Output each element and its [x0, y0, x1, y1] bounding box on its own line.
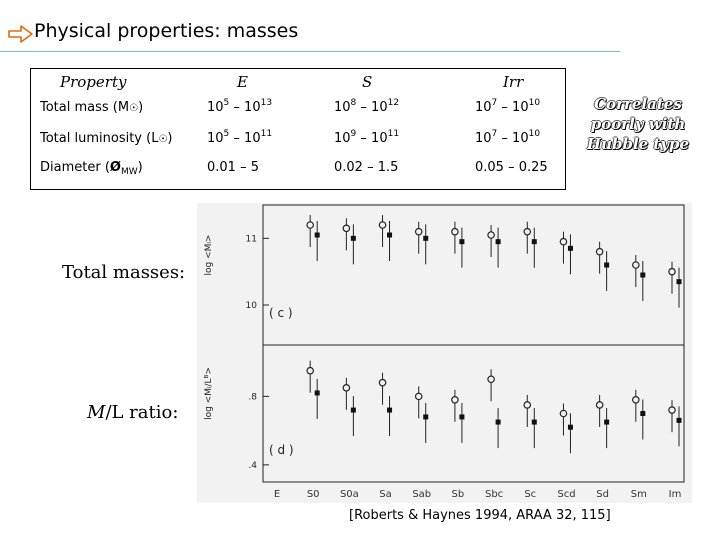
data-point-filled: [423, 235, 429, 241]
data-point-open: [451, 396, 459, 404]
cell-total-mass-irr: 107 – 1010: [475, 98, 541, 116]
data-point-open: [559, 409, 568, 418]
y-tick-label: .4: [248, 461, 257, 471]
citation: [Roberts & Haynes 1994, ARAA 32, 115]: [349, 508, 611, 523]
data-point-filled: [567, 424, 573, 430]
x-tick-label: Sab: [412, 489, 431, 500]
header-property: Property: [60, 73, 127, 91]
cell-diameter-e: 0.01 – 5: [207, 160, 259, 175]
data-point-filled: [459, 239, 465, 245]
data-point-open: [487, 231, 495, 239]
data-point-filled: [676, 417, 682, 423]
data-point-open: [523, 227, 532, 236]
x-tick-label: S0: [307, 489, 320, 500]
label-ml-ratio: M/L ratio:: [87, 402, 179, 423]
data-point-filled: [640, 272, 646, 278]
data-point-filled: [350, 235, 356, 241]
data-point-open: [595, 247, 604, 256]
header-irregular: Irr: [503, 73, 524, 91]
data-point-filled: [387, 232, 393, 238]
data-point-filled: [459, 414, 465, 420]
data-point-open: [668, 406, 676, 414]
cell-diameter-s: 0.02 – 1.5: [334, 160, 399, 175]
data-point-open: [378, 221, 387, 229]
data-point-filled: [387, 407, 393, 413]
y-axis-label: log <Mₗ/Lᴮ>: [204, 367, 214, 420]
cell-luminosity-e: 105 – 1011: [207, 129, 273, 147]
row-label-total-mass: Total mass (M☉): [40, 100, 144, 115]
cell-diameter-irr: 0.05 – 0.25: [475, 160, 548, 175]
mass-plots: 11 10 log <Mₗ> ( c ) .8 .4 log <Mₗ/Lᴮ> ( d ) E S…: [197, 203, 692, 503]
data-point-open: [523, 401, 532, 409]
cell-luminosity-irr: 107 – 1010: [475, 129, 541, 147]
data-point-filled: [604, 262, 610, 268]
data-point-filled: [676, 279, 682, 285]
header-elliptical: E: [237, 73, 248, 91]
data-point-filled: [640, 411, 646, 416]
data-point-filled: [495, 419, 501, 425]
data-point-open: [487, 375, 495, 384]
data-point-filled: [495, 239, 501, 245]
data-point-open: [306, 366, 314, 375]
data-point-filled: [423, 414, 429, 420]
x-tick-label: Scd: [557, 489, 575, 500]
outline-arrow-right-icon: [8, 25, 33, 43]
cell-total-mass-e: 105 – 1013: [207, 98, 273, 116]
data-point-open: [559, 237, 568, 246]
data-point-open: [595, 401, 604, 409]
data-point-filled: [567, 245, 573, 251]
data-point-open: [378, 378, 387, 387]
data-point-filled: [531, 239, 537, 245]
data-point-filled: [350, 407, 356, 413]
data-point-filled: [314, 390, 320, 396]
x-tick-label: S0a: [340, 489, 359, 500]
row-label-total-luminosity: Total luminosity (L☉): [40, 131, 173, 146]
panel-tag: ( d ): [269, 443, 294, 457]
x-tick-label: Im: [669, 489, 682, 500]
row-label-diameter: Diameter (ØMW): [40, 160, 143, 177]
label-total-masses: Total masses:: [62, 262, 186, 283]
cell-total-mass-s: 108 – 1012: [334, 98, 400, 116]
data-point-open: [451, 227, 459, 236]
cell-luminosity-s: 109 – 1011: [334, 129, 400, 147]
x-tick-label: Sm: [631, 489, 647, 500]
x-tick-label: E: [274, 489, 280, 500]
y-tick-label: 10: [246, 301, 258, 311]
data-point-open: [632, 396, 640, 404]
x-tick-label: Sc: [524, 489, 536, 500]
x-tick-label: Sbc: [485, 489, 503, 500]
data-point-open: [342, 224, 351, 233]
slide-title: Physical properties: masses: [34, 20, 299, 42]
x-tick-label: Sa: [379, 489, 391, 500]
correlates-note: Correlates poorly with Hubble type: [586, 95, 690, 153]
x-tick-label: Sb: [452, 489, 465, 500]
data-point-open: [632, 261, 640, 269]
data-point-open: [668, 267, 676, 276]
data-point-filled: [531, 419, 537, 425]
header-spiral: S: [362, 73, 373, 91]
y-axis-label: log <Mₗ>: [204, 235, 214, 276]
data-point-open: [342, 384, 351, 392]
data-point-open: [306, 221, 314, 229]
data-point-open: [414, 392, 423, 401]
data-point-filled: [314, 232, 320, 238]
title-divider: [0, 51, 620, 52]
panel-tag: ( c ): [269, 306, 293, 320]
data-point-filled: [604, 419, 610, 425]
x-tick-label: Sd: [596, 489, 609, 500]
y-tick-label: 11: [246, 234, 257, 244]
data-point-open: [414, 227, 423, 236]
y-tick-label: .8: [248, 392, 257, 402]
properties-table: [30, 68, 566, 190]
